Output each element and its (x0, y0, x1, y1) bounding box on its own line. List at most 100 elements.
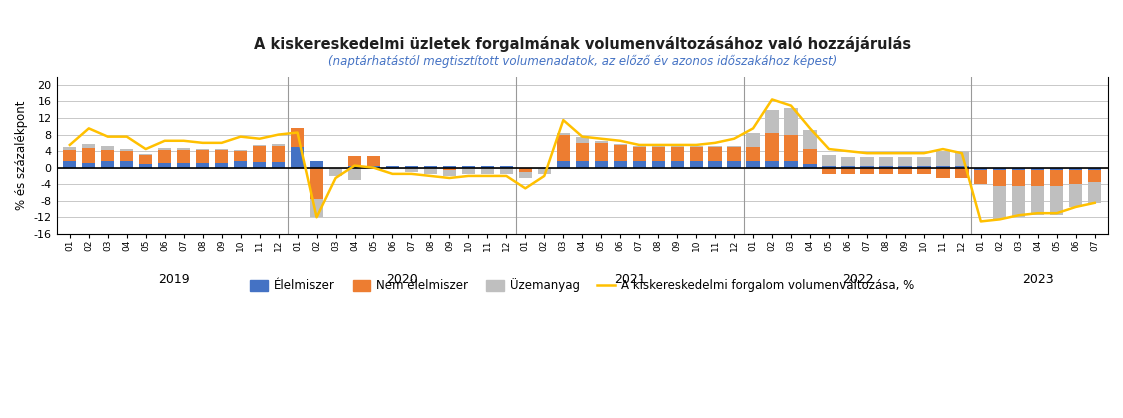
Bar (651, 147, 665, 161)
Bar (632, 146, 646, 147)
Bar (82, 163, 95, 168)
Bar (253, 145, 266, 146)
Bar (197, 163, 209, 168)
Bar (860, 166, 874, 168)
Bar (747, 161, 760, 168)
Bar (917, 166, 931, 168)
Text: 2022: 2022 (841, 273, 874, 286)
Bar (272, 162, 285, 168)
Bar (158, 150, 172, 163)
Bar (690, 161, 703, 168)
Bar (214, 163, 228, 168)
Bar (576, 161, 588, 168)
Bar (291, 147, 304, 168)
Bar (557, 135, 570, 161)
Bar (1088, 182, 1102, 203)
Bar (690, 146, 703, 147)
Bar (1012, 170, 1025, 186)
Bar (101, 150, 115, 161)
Bar (841, 168, 855, 174)
Bar (538, 168, 551, 174)
Bar (423, 166, 437, 168)
Bar (993, 168, 1006, 170)
Bar (879, 168, 893, 174)
Bar (613, 161, 627, 168)
Title: A kiskereskedelmi üzletek forgalmának volumenváltozásához való hozzájárulás: A kiskereskedelmi üzletek forgalmának vo… (254, 36, 911, 52)
Bar (310, 199, 323, 217)
Bar (500, 168, 513, 174)
Bar (974, 170, 987, 184)
Bar (120, 161, 134, 168)
Bar (937, 168, 950, 178)
Bar (139, 163, 153, 168)
Bar (670, 147, 684, 161)
Bar (766, 133, 778, 161)
Bar (253, 146, 266, 162)
Bar (1031, 170, 1044, 186)
Bar (82, 144, 95, 148)
Bar (993, 170, 1006, 186)
Bar (1088, 168, 1102, 170)
Bar (1069, 168, 1083, 170)
Bar (481, 168, 494, 174)
Bar (651, 161, 665, 168)
Bar (917, 168, 931, 174)
Bar (709, 147, 722, 161)
Bar (197, 150, 209, 163)
Bar (442, 166, 456, 168)
Bar (367, 166, 381, 168)
Bar (234, 161, 247, 168)
Bar (214, 150, 228, 163)
Text: 2021: 2021 (614, 273, 646, 286)
Bar (272, 144, 285, 146)
Bar (803, 149, 816, 163)
Bar (63, 147, 76, 150)
Bar (956, 151, 968, 166)
Bar (670, 146, 684, 147)
Bar (519, 168, 532, 172)
Bar (177, 150, 190, 163)
Text: 2023: 2023 (1022, 273, 1053, 286)
Bar (898, 166, 912, 168)
Bar (956, 166, 968, 168)
Bar (822, 168, 836, 174)
Bar (728, 146, 741, 147)
Bar (329, 168, 343, 176)
Bar (784, 161, 797, 168)
Bar (197, 149, 209, 150)
Bar (766, 110, 778, 133)
Bar (442, 170, 456, 176)
Bar (234, 150, 247, 151)
Bar (63, 161, 76, 168)
Bar (139, 155, 153, 163)
Bar (481, 166, 494, 168)
Y-axis label: % és százalékpont: % és százalékpont (15, 100, 28, 210)
Bar (956, 168, 968, 178)
Legend: Élelmiszer, Nem élelmiszer, Üzemanyag, A kiskereskedelmi forgalom volumenváltozá: Élelmiszer, Nem élelmiszer, Üzemanyag, A… (246, 274, 919, 297)
Bar (803, 130, 816, 149)
Bar (974, 168, 987, 170)
Bar (594, 161, 608, 168)
Bar (632, 147, 646, 161)
Bar (310, 168, 323, 199)
Bar (442, 168, 456, 170)
Bar (937, 166, 950, 168)
Bar (139, 154, 153, 155)
Bar (841, 166, 855, 168)
Bar (557, 133, 570, 135)
Bar (177, 148, 190, 150)
Bar (1050, 186, 1063, 215)
Bar (423, 168, 437, 174)
Bar (993, 186, 1006, 219)
Bar (690, 147, 703, 161)
Bar (158, 148, 172, 150)
Bar (898, 157, 912, 166)
Bar (348, 156, 362, 166)
Text: 2019: 2019 (158, 273, 190, 286)
Bar (860, 157, 874, 166)
Bar (367, 156, 381, 166)
Bar (613, 145, 627, 161)
Bar (917, 157, 931, 166)
Bar (576, 137, 588, 143)
Bar (651, 146, 665, 147)
